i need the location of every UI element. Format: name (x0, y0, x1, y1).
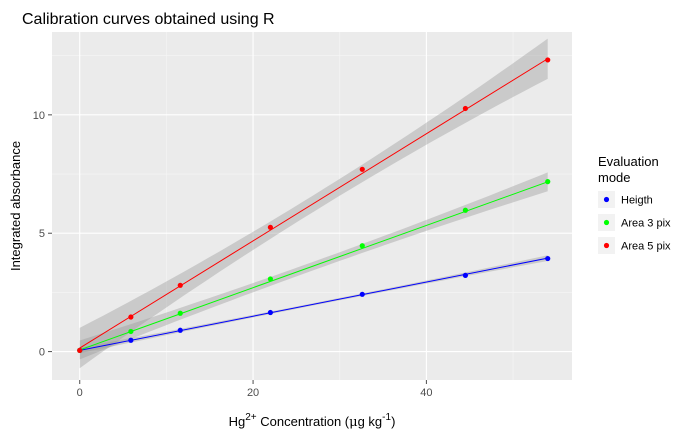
data-point (77, 347, 83, 354)
x-axis-title-prefix: Hg (229, 414, 246, 429)
data-point (267, 224, 273, 230)
fit-lines (79, 58, 548, 351)
x-tick-label: 0 (77, 387, 83, 399)
data-point (359, 243, 365, 249)
x-tick-label: 20 (247, 387, 259, 399)
data-point (462, 272, 468, 278)
x-axis-title-unit-superscript: -1 (382, 412, 391, 423)
data-point (128, 337, 134, 343)
legend-key-point (603, 196, 610, 203)
x-axis-title-middle: Concentration ( (257, 414, 350, 429)
data-point (545, 179, 551, 185)
grid-lines (52, 32, 572, 380)
legend-key-point (603, 219, 610, 226)
x-axis-title-unit: g kg (358, 414, 383, 429)
y-axis-ticks: 0 5 10 (33, 110, 52, 359)
data-point (177, 310, 183, 316)
x-axis-title: Hg2+ Concentration (μg kg-1) (229, 412, 396, 430)
data-point (128, 328, 134, 335)
x-axis-title-suffix: ) (391, 414, 395, 429)
x-axis-title-superscript: 2+ (245, 412, 257, 423)
fit-line-2 (79, 58, 548, 349)
data-point (177, 282, 183, 288)
legend-title-line-2: mode (598, 170, 631, 185)
data-point (267, 276, 273, 282)
data-point (462, 207, 468, 213)
legend-label: Area 3 pix (621, 218, 671, 230)
data-point (359, 291, 365, 297)
legend-label: Heigth (621, 195, 653, 207)
plot-panel (52, 32, 572, 380)
data-point (462, 105, 468, 112)
fit-line-0 (79, 257, 548, 351)
legend-label: Area 5 pix (621, 241, 671, 253)
data-point (267, 309, 273, 316)
data-point (177, 327, 183, 333)
legend: Evaluation mode Heigth Area 3 pix Area 5 p… (598, 154, 671, 254)
data-point (359, 166, 365, 172)
y-tick-label: 10 (33, 110, 45, 122)
data-point (545, 255, 551, 262)
data-point (545, 57, 551, 63)
y-axis-title: Integrated absorbance (8, 141, 23, 271)
data-points (77, 57, 551, 354)
chart-title: Calibration curves obtained using R (22, 11, 275, 28)
fit-line-1 (79, 181, 548, 351)
x-axis-ticks: 0 20 40 (77, 380, 433, 399)
legend-key-point (603, 242, 610, 249)
y-tick-label: 5 (39, 228, 45, 240)
y-tick-label: 0 (39, 347, 45, 359)
x-tick-label: 40 (420, 387, 432, 399)
data-point (128, 314, 134, 320)
legend-title-line-1: Evaluation (598, 154, 659, 169)
x-axis-title-mu: μ (349, 415, 357, 430)
